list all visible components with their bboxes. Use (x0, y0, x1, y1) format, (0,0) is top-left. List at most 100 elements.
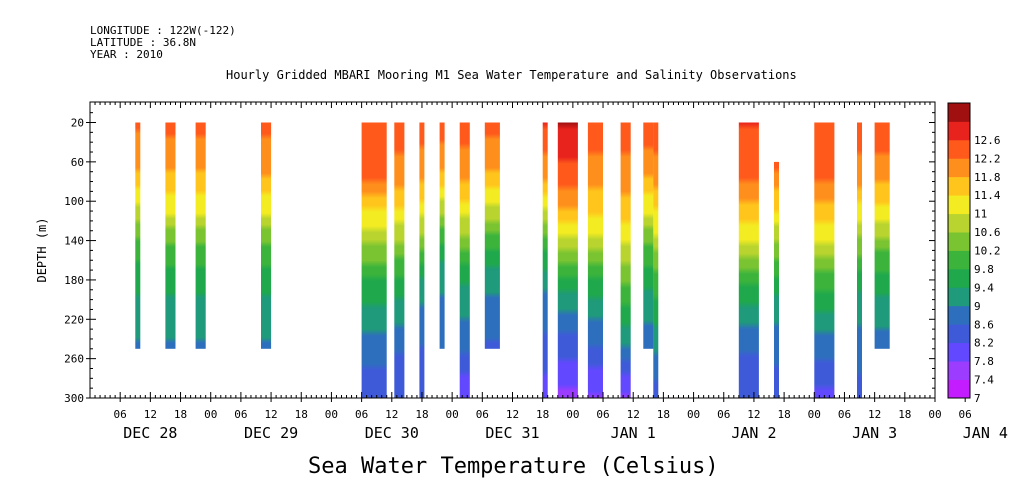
colorbar-swatch (948, 158, 970, 178)
data-column (557, 122, 578, 398)
x-hour-tick-label: 12 (144, 408, 157, 421)
colorbar-label: 7 (974, 392, 981, 405)
colorbar-swatch (948, 268, 970, 288)
x-day-label: DEC 30 (365, 424, 419, 442)
data-column (542, 122, 548, 398)
x-hour-tick-label: 00 (566, 408, 579, 421)
colorbar-swatch (948, 213, 970, 233)
colorbar-label: 8.2 (974, 337, 994, 350)
data-column (135, 122, 141, 349)
data-column (857, 122, 862, 398)
latitude-label: LATITUDE : 36.8N (90, 36, 196, 49)
colorbar-label: 10.6 (974, 226, 1001, 239)
y-tick-label: 180 (64, 274, 84, 287)
x-hour-tick-label: 18 (415, 408, 428, 421)
data-column (653, 122, 659, 398)
x-hour-tick-label: 12 (868, 408, 881, 421)
x-hour-tick-label: 06 (234, 408, 247, 421)
colorbar-swatch (948, 342, 970, 362)
y-tick-label: 100 (64, 195, 84, 208)
longitude-label: LONGITUDE : 122W(-122) (90, 24, 236, 37)
y-tick-label: 60 (71, 156, 84, 169)
x-day-label: JAN 1 (611, 424, 656, 442)
colorbar-label: 9 (974, 300, 981, 313)
colorbar-swatch (948, 232, 970, 251)
x-day-label: JAN 3 (852, 424, 897, 442)
colorbar-swatch (948, 250, 970, 270)
x-hour-tick-label: 12 (264, 408, 277, 421)
y-tick-label: 20 (71, 117, 84, 130)
x-hour-tick-label: 06 (959, 408, 972, 421)
y-tick-label: 140 (64, 235, 84, 248)
colorbar-label: 11.8 (974, 171, 1001, 184)
year-label: YEAR : 2010 (90, 48, 163, 61)
x-hour-tick-label: 00 (687, 408, 700, 421)
data-column (738, 122, 759, 398)
x-hour-tick-label: 12 (385, 408, 398, 421)
data-column (814, 122, 835, 398)
x-hour-tick-label: 18 (657, 408, 670, 421)
x-hour-tick-label: 18 (898, 408, 911, 421)
colorbar-label: 7.4 (974, 374, 994, 387)
axis-ticks: 06 12 18 00 06 12 18 00 06 12 18 00 06 12 18 00 06 12 18 00… (64, 102, 1008, 442)
data-column (195, 122, 206, 349)
x-hour-tick-label: 06 (355, 408, 368, 421)
data-column (419, 122, 425, 398)
x-hour-tick-label: 00 (808, 408, 821, 421)
colorbar-label: 7.8 (974, 355, 994, 368)
data-column (587, 122, 603, 398)
colorbar-swatch (948, 139, 970, 159)
colorbar-swatch (948, 361, 970, 380)
colorbar-label: 9.8 (974, 263, 994, 276)
x-hour-tick-label: 06 (114, 408, 127, 421)
x-hour-tick-label: 12 (747, 408, 760, 421)
colorbar-swatch (948, 324, 970, 344)
x-hour-tick-label: 18 (295, 408, 308, 421)
y-tick-label: 220 (64, 313, 84, 326)
colorbar-frame (947, 102, 971, 399)
x-hour-tick-label: 00 (325, 408, 338, 421)
colorbar-swatch (948, 103, 970, 122)
x-day-label: JAN 2 (731, 424, 776, 442)
data-column (439, 122, 445, 349)
x-day-label: JAN 4 (963, 424, 1008, 442)
colorbar-label: 8.6 (974, 318, 994, 331)
x-hour-tick-label: 12 (627, 408, 640, 421)
colorbar-label: 11.4 (974, 189, 1001, 202)
data-column (165, 122, 176, 349)
x-hour-tick-label: 06 (596, 408, 609, 421)
colorbar-swatch (948, 176, 970, 196)
data-column (874, 122, 890, 349)
x-hour-tick-label: 06 (838, 408, 851, 421)
data-columns (135, 122, 890, 398)
y-tick-label: 260 (64, 353, 84, 366)
data-column (643, 122, 654, 349)
x-hour-tick-label: 00 (928, 408, 941, 421)
x-day-label: DEC 28 (123, 424, 177, 442)
x-day-label: DEC 31 (485, 424, 539, 442)
colorbar-label: 11 (974, 208, 987, 221)
colorbar-label: 12.6 (974, 134, 1001, 147)
y-tick-label: 300 (64, 392, 84, 405)
y-axis-label: DEPTH (m) (35, 217, 49, 282)
x-hour-tick-label: 18 (777, 408, 790, 421)
chart-title: Hourly Gridded MBARI Mooring M1 Sea Wate… (226, 68, 797, 82)
data-column (459, 122, 470, 398)
x-hour-tick-label: 18 (536, 408, 549, 421)
x-hour-tick-label: 18 (174, 408, 187, 421)
x-hour-tick-label: 06 (476, 408, 489, 421)
colorbar-swatch (948, 305, 970, 325)
data-column (361, 122, 387, 398)
x-day-label: DEC 29 (244, 424, 298, 442)
plot-frame (89, 101, 936, 399)
colorbar-swatch (948, 195, 970, 215)
data-column (620, 122, 631, 398)
colorbar: 7 7.4 7.8 8.2 8.6 9 9.4 9.8 10.2 10.6 11 11.4 11.8 12… (947, 102, 1001, 405)
x-hour-tick-label: 06 (717, 408, 730, 421)
data-column (261, 122, 272, 349)
data-column (774, 161, 779, 398)
colorbar-label: 9.4 (974, 281, 994, 294)
colorbar-label: 10.2 (974, 245, 1001, 258)
data-column (484, 122, 500, 349)
